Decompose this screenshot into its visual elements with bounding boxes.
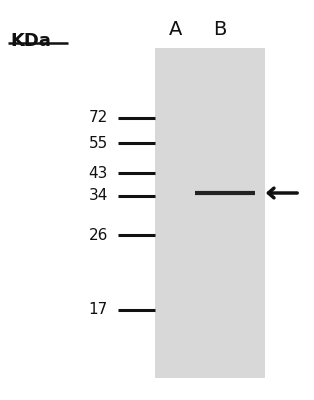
Text: 55: 55 [89, 136, 108, 150]
Text: 72: 72 [89, 110, 108, 126]
Text: 43: 43 [89, 166, 108, 180]
Text: A: A [169, 20, 183, 39]
Text: KDa: KDa [10, 32, 51, 50]
Text: 17: 17 [89, 302, 108, 318]
Text: 34: 34 [89, 188, 108, 204]
Bar [155, 48, 265, 378]
Text: B: B [213, 20, 227, 39]
Text: 26: 26 [89, 228, 108, 242]
